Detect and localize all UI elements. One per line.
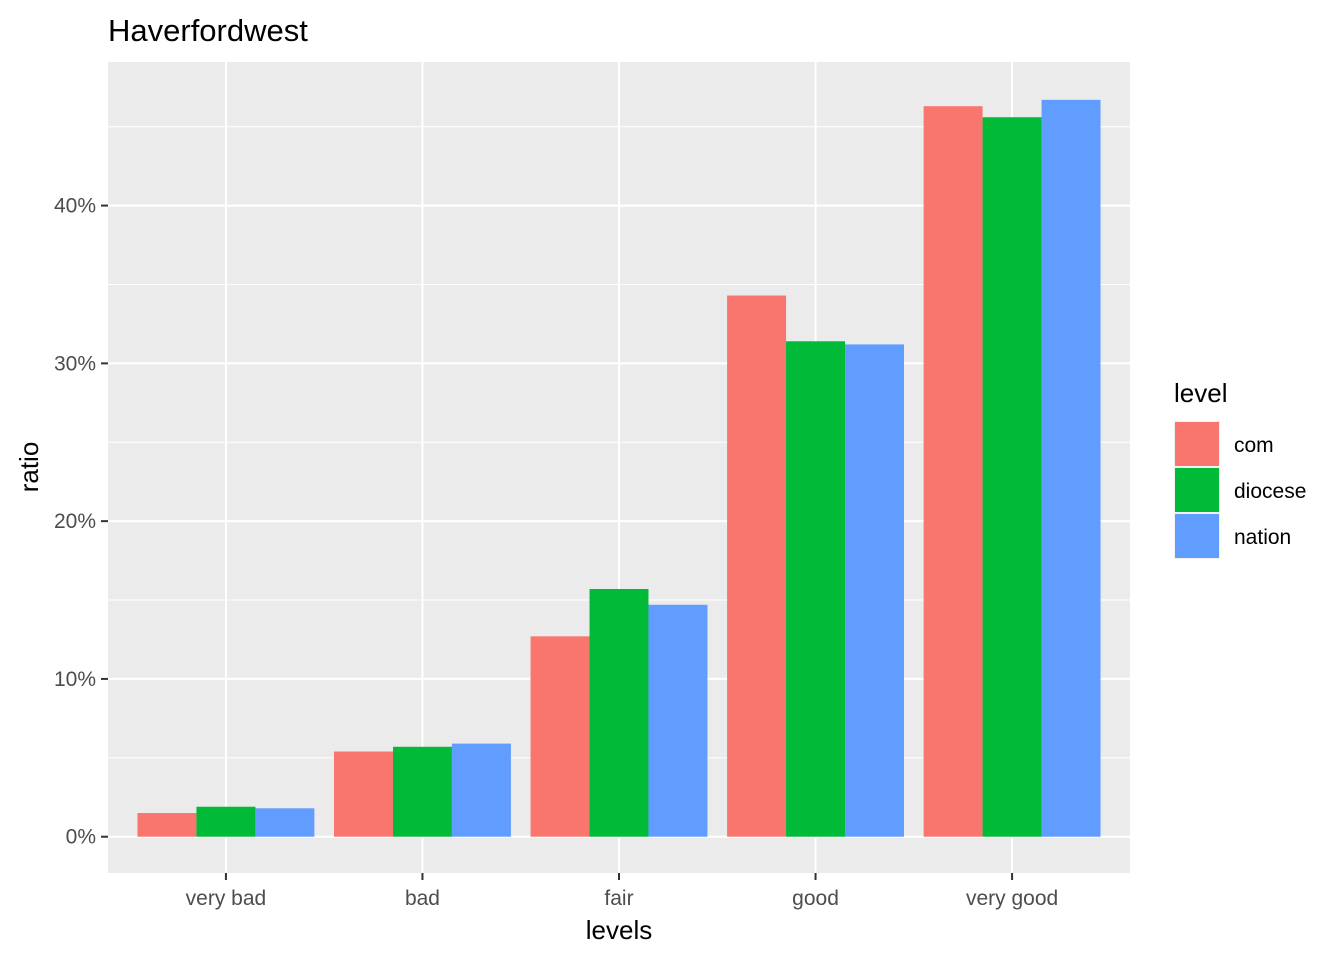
legend-label: com xyxy=(1234,434,1274,457)
y-tick-label: 0% xyxy=(66,826,96,849)
bars xyxy=(137,99,1101,837)
legend-key xyxy=(1175,422,1219,466)
y-tick-label: 10% xyxy=(54,668,96,691)
bar xyxy=(923,106,983,837)
x-tick-label: good xyxy=(792,887,839,910)
bar xyxy=(255,808,315,837)
legend-key xyxy=(1175,514,1219,558)
bar xyxy=(334,751,393,837)
y-tick-label: 40% xyxy=(54,195,96,218)
bar xyxy=(451,743,511,837)
x-tick-label: very good xyxy=(966,887,1058,910)
x-tick-label: bad xyxy=(405,887,440,910)
y-tick-label: 20% xyxy=(54,510,96,533)
legend: level com diocese nation xyxy=(1174,378,1306,559)
legend-key xyxy=(1175,468,1219,512)
legend-title: level xyxy=(1174,378,1227,408)
x-axis-title: levels xyxy=(586,915,652,945)
bar xyxy=(727,295,787,837)
bar xyxy=(589,588,649,837)
chart-title: Haverfordwest xyxy=(108,13,308,48)
bar xyxy=(196,806,256,837)
bar xyxy=(786,341,846,837)
bar xyxy=(982,117,1042,837)
legend-label: nation xyxy=(1234,526,1291,549)
y-axis: 0% 10% 20% 30% 40% xyxy=(54,195,108,849)
bar xyxy=(137,813,197,837)
bar xyxy=(1041,99,1101,837)
bar xyxy=(530,636,590,837)
bar xyxy=(392,746,452,837)
y-tick-label: 30% xyxy=(54,352,96,375)
x-tick-label: fair xyxy=(604,887,633,910)
y-axis-title: ratio xyxy=(14,442,44,493)
x-axis: very bad bad fair good very good xyxy=(186,873,1058,910)
bar xyxy=(648,604,708,837)
x-tick-label: very bad xyxy=(186,887,267,910)
bar xyxy=(845,344,904,837)
legend-label: diocese xyxy=(1234,480,1306,503)
